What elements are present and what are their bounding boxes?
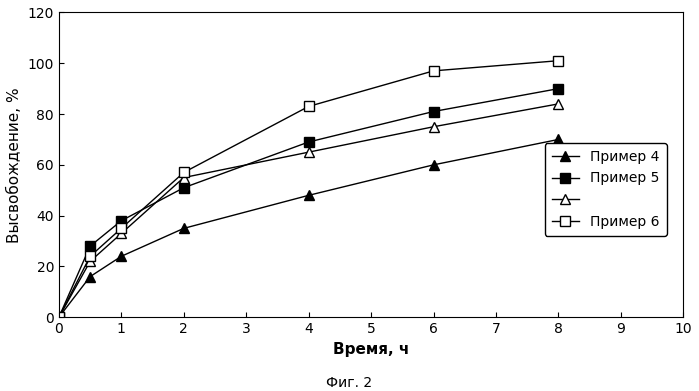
Line: Пример 5: Пример 5	[54, 84, 563, 322]
Y-axis label: Высвобождение, %: Высвобождение, %	[7, 87, 22, 243]
Пример 6	[55, 315, 63, 319]
Пример 5	[86, 244, 94, 249]
Пример 6	[180, 170, 188, 175]
Пример 6	[305, 104, 313, 109]
Пример 5	[117, 219, 126, 223]
Line: Пример 6: Пример 6	[54, 56, 563, 322]
Пример 4	[429, 163, 438, 167]
Line: Пример 4: Пример 4	[54, 135, 563, 322]
Пример 4	[86, 274, 94, 279]
Пример 6	[429, 68, 438, 73]
Пример 5	[429, 109, 438, 114]
Пример 5	[305, 140, 313, 144]
Пример 5	[554, 86, 563, 91]
Пример 5	[55, 315, 63, 319]
Пример 5	[180, 185, 188, 190]
Text: Фиг. 2: Фиг. 2	[326, 376, 373, 390]
X-axis label: Время, ч: Время, ч	[333, 342, 409, 357]
Пример 4	[180, 226, 188, 231]
Пример 6	[86, 254, 94, 259]
Пример 4	[117, 254, 126, 259]
Пример 4	[55, 315, 63, 319]
Пример 6	[554, 58, 563, 63]
Пример 4	[305, 193, 313, 198]
Пример 6	[117, 226, 126, 231]
Пример 4	[554, 137, 563, 142]
Legend: Пример 4, Пример 5, , Пример 6: Пример 4, Пример 5, , Пример 6	[545, 143, 667, 236]
